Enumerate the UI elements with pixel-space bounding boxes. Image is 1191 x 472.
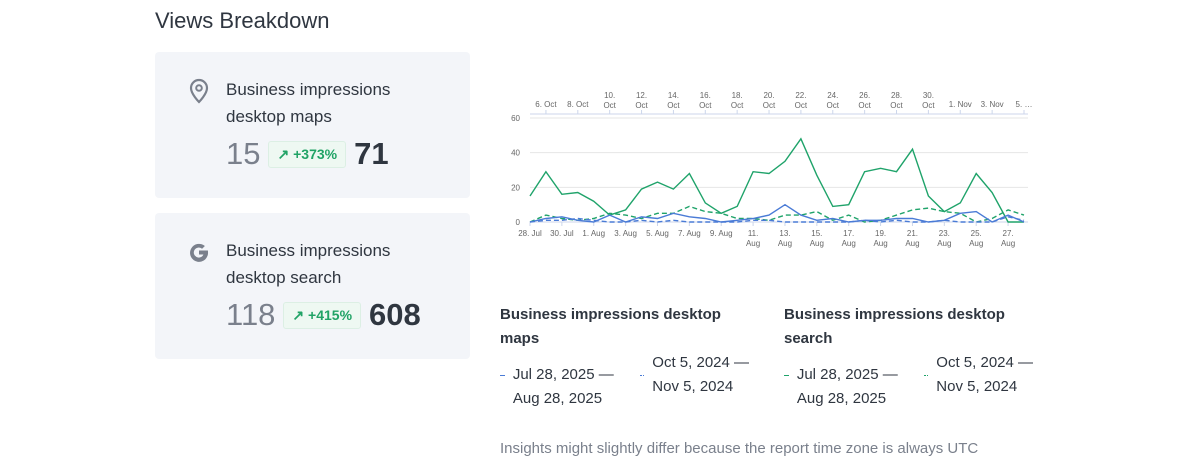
metric-card-maps: Business impressions desktop maps 15 ↗ +… — [155, 52, 470, 198]
x-tick-label-top: 16. Oct — [699, 91, 712, 110]
change-badge: ↗ +373% — [268, 140, 347, 168]
x-tick-label-top: 14. Oct — [667, 91, 680, 110]
change-value: +415% — [308, 306, 353, 323]
x-tick-label-top: 26. Oct — [858, 91, 871, 110]
dotted-line-marker — [640, 375, 645, 376]
x-tick-label-bottom: 9. Aug — [710, 229, 733, 238]
previous-value: 118 — [226, 297, 276, 332]
legend-item-previous[interactable]: Oct 5, 2024 — Nov 5, 2024 — [640, 354, 750, 411]
x-tick-label-bottom: 27. Aug — [1001, 229, 1015, 248]
arrow-up-right-icon: ↗ — [277, 145, 294, 162]
metric-name: Business impressions desktop maps — [226, 80, 391, 126]
metric-name: Business impressions desktop search — [226, 241, 391, 287]
legend-label: Oct 5, 2024 — Nov 5, 2024 — [652, 354, 750, 395]
x-tick-label-top: 8. Oct — [567, 100, 589, 109]
legend-label: Jul 28, 2025 — Aug 28, 2025 — [796, 366, 898, 407]
x-tick-label-top: 30. Oct — [922, 91, 935, 110]
timezone-note: Insights might slightly differ because t… — [500, 440, 979, 457]
y-tick-label: 20 — [511, 183, 520, 192]
series-line-maps-current — [529, 203, 1025, 223]
legend-item-current[interactable]: Jul 28, 2025 — Aug 28, 2025 — [784, 363, 914, 411]
series-line-search-previous — [529, 205, 1025, 223]
x-tick-label-bottom: 28. Jul — [518, 229, 542, 238]
x-tick-label-bottom: 19. Aug — [873, 229, 887, 248]
x-tick-label-top: 1. Nov — [949, 100, 972, 109]
series-line-maps-previous — [529, 216, 1025, 223]
dotted-line-marker — [924, 375, 929, 376]
y-tick-label: 60 — [511, 114, 520, 123]
metric-card-search: Business impressions desktop search 118 … — [155, 213, 470, 359]
current-value: 71 — [354, 136, 389, 171]
x-tick-label-top: 5. … — [1016, 100, 1033, 109]
x-tick-label-bottom: 3. Aug — [614, 229, 637, 238]
x-tick-label-bottom: 23. Aug — [937, 229, 951, 248]
solid-line-marker — [500, 375, 505, 376]
change-value: +373% — [293, 145, 338, 162]
previous-value: 15 — [226, 136, 261, 171]
current-value: 608 — [369, 297, 421, 332]
solid-line-marker — [784, 375, 789, 376]
x-tick-label-top: 3. Nov — [981, 100, 1004, 109]
x-tick-label-bottom: 21. Aug — [905, 229, 919, 248]
y-tick-label: 40 — [511, 149, 520, 158]
x-tick-label-top: 18. Oct — [731, 91, 744, 110]
legend-title: Business impressions desktop search — [784, 306, 1005, 347]
legend-label: Oct 5, 2024 — Nov 5, 2024 — [936, 354, 1034, 395]
x-tick-label-top: 20. Oct — [763, 91, 776, 110]
x-tick-label-top: 24. Oct — [827, 91, 840, 110]
x-tick-label-top: 6. Oct — [535, 100, 557, 109]
section-title: Views Breakdown — [155, 8, 330, 33]
arrow-up-right-icon: ↗ — [292, 306, 309, 323]
x-tick-label-top: 10. Oct — [603, 91, 616, 110]
x-tick-label-bottom: 13. Aug — [778, 229, 792, 248]
legend-item-previous[interactable]: Oct 5, 2024 — Nov 5, 2024 — [924, 354, 1034, 411]
x-tick-label-top: 22. Oct — [795, 91, 808, 110]
change-badge: ↗ +415% — [283, 301, 362, 329]
x-tick-label-bottom: 25. Aug — [969, 229, 983, 248]
legend-title: Business impressions desktop maps — [500, 306, 721, 347]
legend-item-current[interactable]: Jul 28, 2025 — Aug 28, 2025 — [500, 363, 630, 411]
x-tick-label-bottom: 1. Aug — [582, 229, 605, 238]
x-tick-label-bottom: 15. Aug — [810, 229, 824, 248]
map-pin-icon — [189, 78, 209, 104]
google-icon — [190, 243, 209, 262]
x-tick-label-bottom: 30. Jul — [550, 229, 574, 238]
x-tick-label-top: 28. Oct — [890, 91, 903, 110]
x-tick-label-bottom: 17. Aug — [842, 229, 856, 248]
legend-maps: Business impressions desktop maps Jul 28… — [500, 303, 760, 411]
x-tick-label-bottom: 11. Aug — [746, 229, 760, 248]
x-tick-label-bottom: 7. Aug — [678, 229, 701, 238]
x-tick-label-bottom: 5. Aug — [646, 229, 669, 238]
legend-label: Jul 28, 2025 — Aug 28, 2025 — [512, 366, 614, 407]
x-tick-label-top: 12. Oct — [635, 91, 648, 110]
legend-search: Business impressions desktop search Jul … — [784, 303, 1044, 411]
line-chart: 0 20 40 60 28. Jul 30. Jul 1. Aug 3. Aug 5. Aug 7… — [511, 91, 1033, 248]
y-tick-label: 0 — [516, 218, 521, 227]
series-line-search-current — [529, 137, 1024, 223]
